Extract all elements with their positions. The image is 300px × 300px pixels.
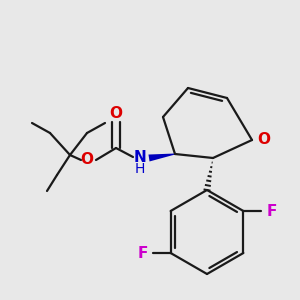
Text: F: F [266, 203, 277, 218]
Text: N: N [134, 149, 146, 164]
Text: O: O [80, 152, 94, 167]
Text: F: F [137, 245, 148, 260]
Text: O: O [257, 133, 271, 148]
Text: O: O [110, 106, 122, 121]
Text: H: H [135, 162, 145, 176]
Polygon shape [148, 154, 175, 161]
